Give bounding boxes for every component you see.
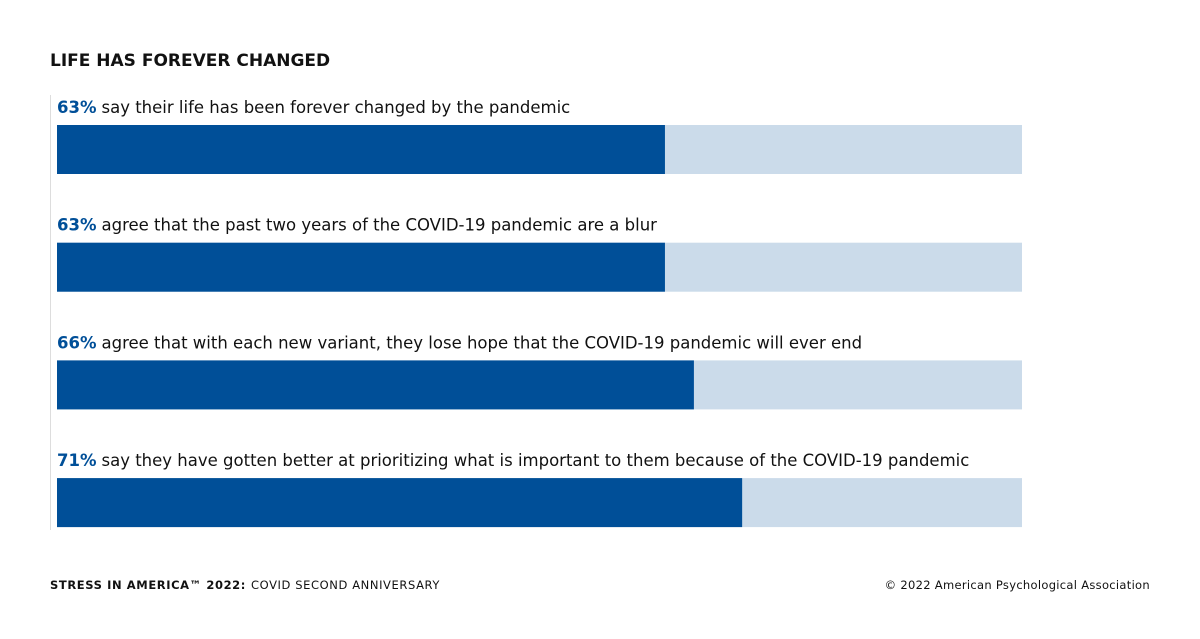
bar (57, 242, 665, 292)
category-label: say their life has been forever changed … (102, 98, 571, 117)
footer-source-text: COVID SECOND ANNIVERSARY (251, 578, 440, 592)
footer-source-bold: STRESS IN AMERICA™ 2022: (50, 578, 246, 592)
bar-label: 63% say their life has been forever chang… (57, 98, 570, 117)
value-label: 63% (57, 216, 97, 235)
category-label: say they have gotten better at prioritiz… (102, 451, 970, 470)
bar (57, 125, 665, 174)
chart-title: LIFE HAS FOREVER CHANGED (50, 51, 330, 71)
category-label: agree that with each new variant, they l… (102, 333, 863, 352)
bar (57, 360, 694, 410)
value-label: 71% (57, 451, 97, 470)
bar-label: 71% say they have gotten better at priori… (57, 451, 969, 470)
value-label: 63% (57, 98, 97, 117)
footer-source: STRESS IN AMERICA™ 2022: COVID SECOND ANN… (50, 578, 440, 592)
category-label: agree that the past two years of the COV… (102, 216, 658, 235)
bar-label: 63% agree that the past two years of the … (57, 216, 657, 235)
footer-copyright: © 2022 American Psychological Associatio… (885, 578, 1150, 592)
value-label: 66% (57, 333, 97, 352)
bar-label: 66% agree that with each new variant, the… (57, 333, 862, 352)
bar (57, 478, 743, 528)
